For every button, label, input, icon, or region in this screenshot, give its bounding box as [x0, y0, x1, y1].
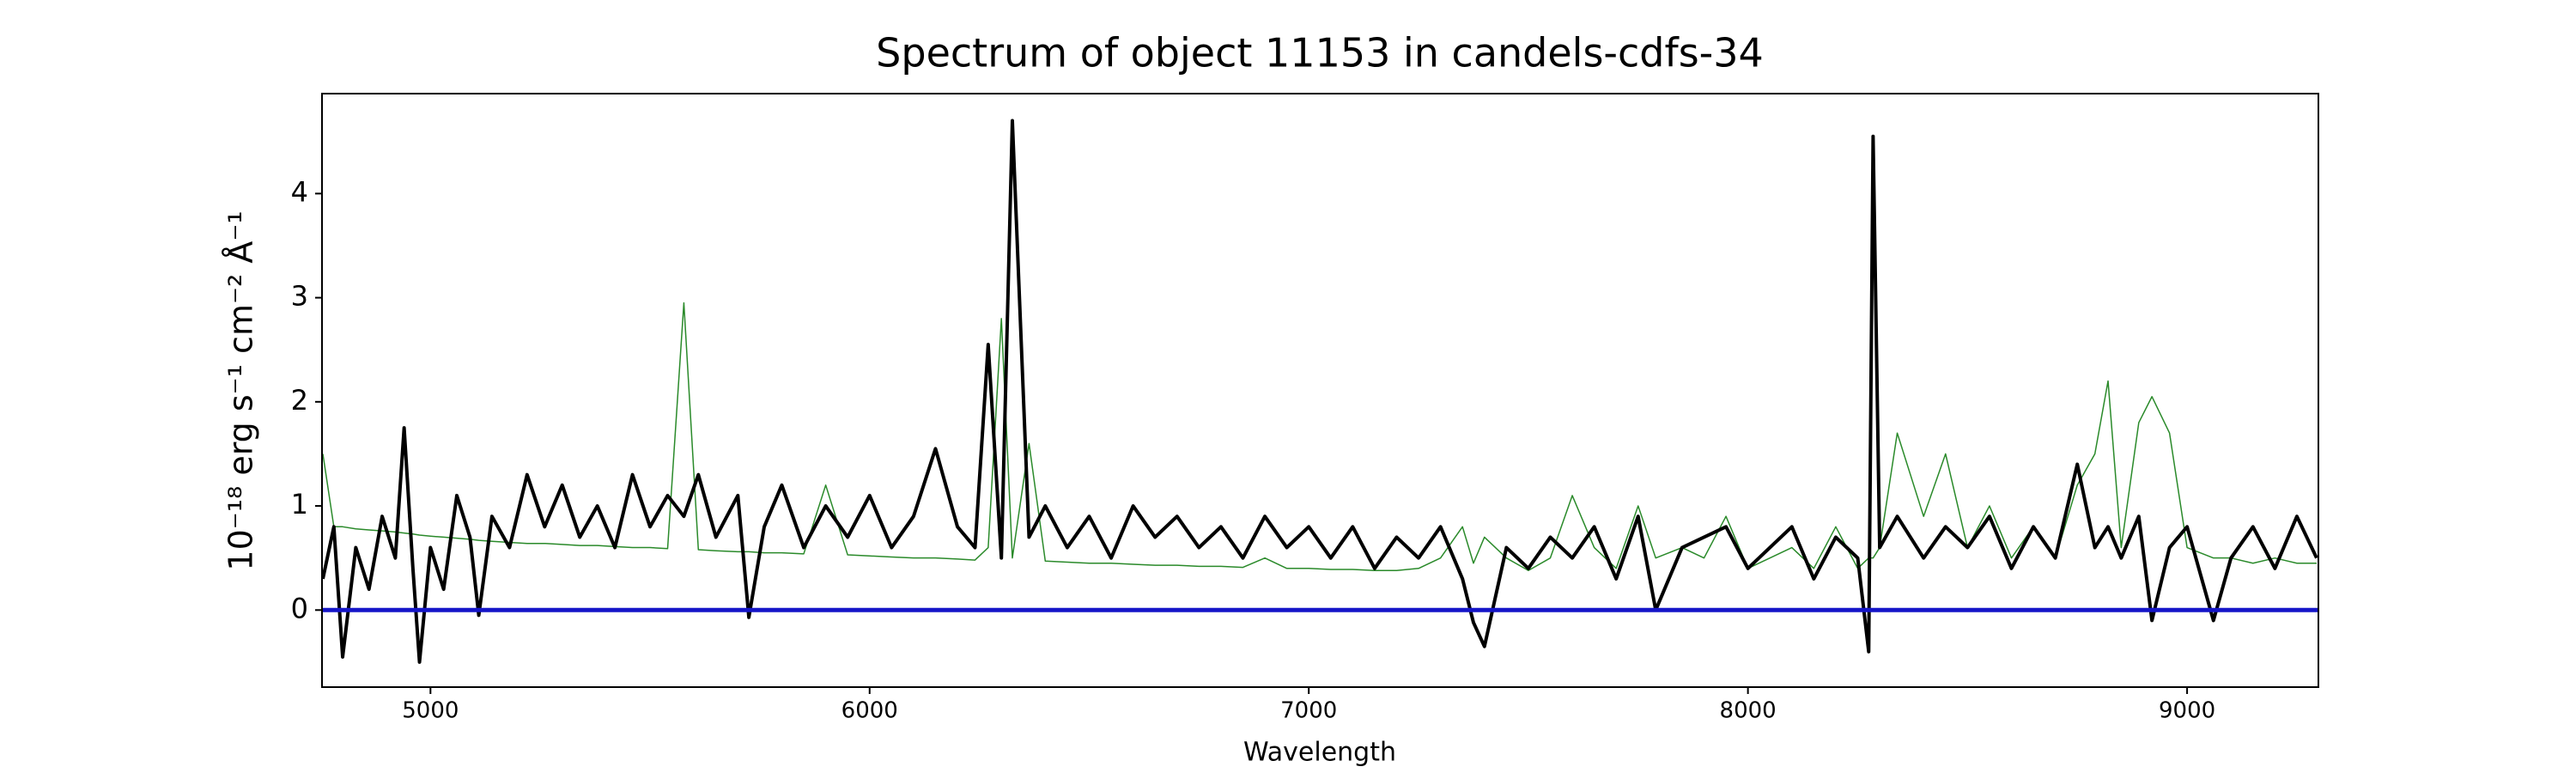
spectrum-line: [322, 301, 2317, 571]
x-tick-label: 7000: [1280, 698, 1337, 724]
chart-title: Spectrum of object 11153 in candels-cdfs…: [876, 30, 1764, 76]
y-axis-label: 10⁻¹⁸ erg s⁻¹ cm⁻² Å⁻¹: [222, 210, 260, 570]
y-tick-label: 1: [291, 488, 308, 520]
x-tick-label: 5000: [402, 698, 459, 724]
x-tick-label: 6000: [841, 698, 898, 724]
x-tick-label: 9000: [2159, 698, 2215, 724]
y-tick-label: 3: [291, 280, 308, 313]
y-tick-label: 0: [291, 592, 308, 624]
x-axis-label: Wavelength: [1243, 738, 1396, 768]
plot-frame: [321, 93, 2319, 688]
spectrum-line: [321, 119, 2318, 664]
y-tick-label: 2: [291, 384, 308, 417]
x-tick-label: 8000: [1720, 698, 1777, 724]
y-tick-label: 4: [291, 175, 308, 208]
